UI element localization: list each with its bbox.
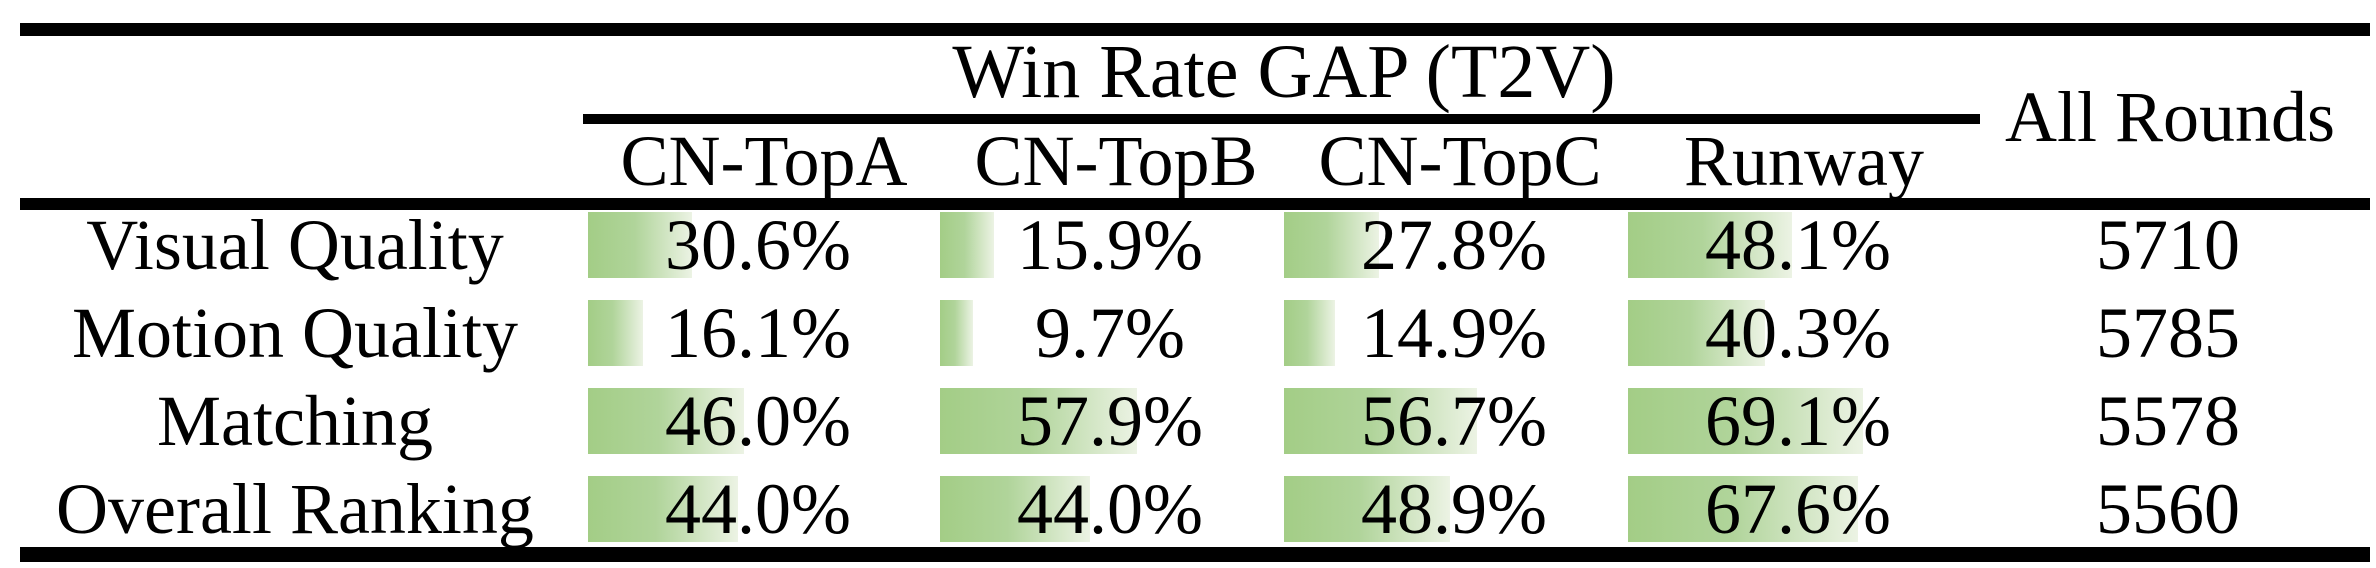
win-rate-value: 56.7% bbox=[1361, 381, 1547, 461]
win-rate-bar bbox=[1284, 300, 1335, 366]
header-separator-rule bbox=[20, 198, 2370, 210]
win-rate-value: 46.0% bbox=[665, 381, 851, 461]
win-rate-bar bbox=[588, 212, 693, 278]
all-rounds-value: 5560 bbox=[2096, 469, 2240, 549]
column-header-cn-topa: CN-TopA bbox=[620, 121, 908, 201]
win-rate-value: 69.1% bbox=[1705, 381, 1891, 461]
win-rate-bar bbox=[940, 476, 1090, 542]
data-cell: 16.1% bbox=[588, 289, 940, 377]
win-rate-value: 67.6% bbox=[1705, 469, 1891, 549]
table-bottom-rule bbox=[20, 547, 2370, 562]
win-rate-value: 30.6% bbox=[665, 205, 851, 285]
win-rate-bar bbox=[1628, 300, 1766, 366]
win-rate-bar bbox=[1284, 476, 1451, 542]
data-cell: 27.8% bbox=[1284, 201, 1636, 289]
win-rate-value: 44.0% bbox=[665, 469, 851, 549]
win-rate-value: 57.9% bbox=[1017, 381, 1203, 461]
win-rate-value: 40.3% bbox=[1705, 293, 1891, 373]
data-cell: 44.0% bbox=[940, 465, 1292, 553]
win-rate-value: 48.1% bbox=[1705, 205, 1891, 285]
win-rate-bar bbox=[1628, 212, 1792, 278]
row-label: Visual Quality bbox=[86, 205, 504, 285]
table-title: Win Rate GAP (T2V) bbox=[952, 30, 1616, 114]
win-rate-value: 27.8% bbox=[1361, 205, 1547, 285]
table-row-visual-quality: Visual Quality 30.6% 15.9% 27.8% 48.1% 5… bbox=[0, 201, 2376, 289]
win-rate-bar bbox=[588, 388, 745, 454]
win-rate-bar bbox=[1628, 476, 1858, 542]
win-rate-value: 48.9% bbox=[1361, 469, 1547, 549]
data-cell: 30.6% bbox=[588, 201, 940, 289]
win-rate-bar bbox=[588, 476, 738, 542]
table-row-overall-ranking: Overall Ranking 44.0% 44.0% 48.9% 67.6% … bbox=[0, 465, 2376, 553]
win-rate-value: 44.0% bbox=[1017, 469, 1203, 549]
data-cell: 56.7% bbox=[1284, 377, 1636, 465]
data-cell: 57.9% bbox=[940, 377, 1292, 465]
win-rate-value: 14.9% bbox=[1361, 293, 1547, 373]
data-cell: 46.0% bbox=[588, 377, 940, 465]
win-rate-value: 16.1% bbox=[665, 293, 851, 373]
win-rate-value: 15.9% bbox=[1017, 205, 1203, 285]
title-underline-rule bbox=[583, 114, 1980, 124]
data-cell: 40.3% bbox=[1628, 289, 1980, 377]
data-cell: 69.1% bbox=[1628, 377, 1980, 465]
table-top-rule bbox=[20, 23, 2370, 36]
data-cell: 15.9% bbox=[940, 201, 1292, 289]
table-row-matching: Matching 46.0% 57.9% 56.7% 69.1% 5578 bbox=[0, 377, 2376, 465]
win-rate-bar bbox=[940, 388, 1137, 454]
win-rate-bar bbox=[588, 300, 643, 366]
column-header-cn-topb: CN-TopB bbox=[974, 121, 1258, 201]
column-header-cn-topc: CN-TopC bbox=[1318, 121, 1602, 201]
win-rate-bar bbox=[940, 300, 973, 366]
data-cell: 48.1% bbox=[1628, 201, 1980, 289]
all-rounds-value: 5785 bbox=[2096, 293, 2240, 373]
win-rate-value: 9.7% bbox=[1035, 293, 1185, 373]
win-rate-bar bbox=[940, 212, 995, 278]
table-row-motion-quality: Motion Quality 16.1% 9.7% 14.9% 40.3% 57… bbox=[0, 289, 2376, 377]
row-label: Motion Quality bbox=[72, 293, 518, 373]
data-cell: 44.0% bbox=[588, 465, 940, 553]
win-rate-bar bbox=[1628, 388, 1863, 454]
row-label: Overall Ranking bbox=[56, 469, 534, 549]
all-rounds-value: 5578 bbox=[2096, 381, 2240, 461]
win-rate-bar bbox=[1284, 388, 1477, 454]
row-label: Matching bbox=[157, 381, 433, 461]
win-rate-bar bbox=[1284, 212, 1379, 278]
data-cell: 67.6% bbox=[1628, 465, 1980, 553]
data-cell: 48.9% bbox=[1284, 465, 1636, 553]
data-cell: 9.7% bbox=[940, 289, 1292, 377]
column-header-runway: Runway bbox=[1684, 121, 1924, 201]
all-rounds-value: 5710 bbox=[2096, 205, 2240, 285]
data-cell: 14.9% bbox=[1284, 289, 1636, 377]
column-header-all-rounds: All Rounds bbox=[2004, 77, 2336, 157]
